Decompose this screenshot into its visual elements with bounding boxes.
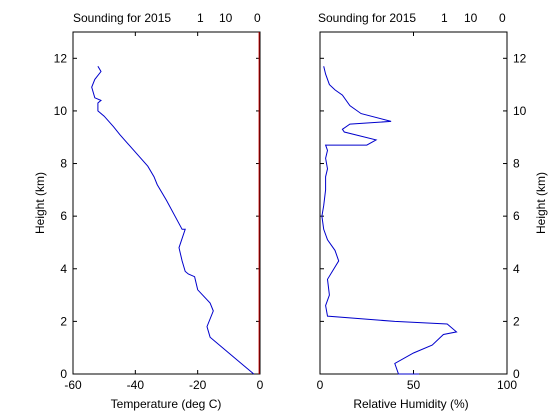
humidity-y-tick-label: 8 [513, 157, 520, 171]
temperature-y-tick-label: 6 [60, 209, 67, 223]
temperature-plot-frame [72, 31, 261, 375]
temperature-y-tick-label: 8 [60, 157, 67, 171]
humidity-panel: Sounding for 2015 1 10 0 Relative Humidi… [317, 11, 548, 411]
temperature-chart-title: Sounding for 2015 [73, 11, 171, 25]
temperature-x-tick-label: -40 [127, 378, 145, 392]
temperature-y-tick-label: 12 [54, 51, 68, 65]
humidity-y-axis-label: Height (km) [534, 172, 548, 234]
temperature-y-tick-label: 0 [60, 367, 67, 381]
humidity-y-tick-label: 2 [513, 314, 520, 328]
humidity-chart-title: Sounding for 2015 [318, 11, 416, 25]
humidity-y-tick-label: 0 [513, 367, 520, 381]
temperature-y-tick-label: 4 [60, 262, 67, 276]
humidity-series [321, 66, 458, 375]
humidity-y-tick-label: 6 [513, 209, 520, 223]
temperature-y-tick-label: 10 [54, 104, 68, 118]
temperature-series-line-0 [91, 65, 255, 375]
temperature-y-tick-label: 2 [60, 314, 67, 328]
temperature-x-tick-label: 0 [257, 378, 264, 392]
humidity-x-tick-label: 100 [497, 378, 517, 392]
humidity-series-line-0 [321, 66, 458, 375]
temperature-x-axis-label: Temperature (deg C) [111, 397, 222, 411]
humidity-title-extra-2: 10 [464, 11, 478, 25]
temperature-title-extra-2: 10 [219, 11, 233, 25]
humidity-y-tick-label: 10 [513, 104, 527, 118]
humidity-x-axis-label: Relative Humidity (%) [353, 397, 468, 411]
humidity-y-tick-label: 4 [513, 262, 520, 276]
temperature-series [91, 32, 260, 375]
temperature-y-axis-label: Height (km) [33, 172, 47, 234]
humidity-title-extra-1: 1 [441, 11, 448, 25]
temperature-x-tick-label: -20 [189, 378, 207, 392]
temperature-title-extra-3: 0 [254, 11, 261, 25]
humidity-title-extra-3: 0 [499, 11, 506, 25]
humidity-x-tick-label: 0 [317, 378, 324, 392]
temperature-panel: Sounding for 2015 1 10 0 Temperature (de… [33, 11, 264, 411]
humidity-x-tick-label: 50 [407, 378, 421, 392]
humidity-y-tick-label: 12 [513, 51, 527, 65]
temperature-x-tick-label: -60 [64, 378, 82, 392]
humidity-plot-frame [319, 31, 508, 375]
temperature-ticks: -60 -40 -20 0 0 2 4 6 8 10 12 [54, 32, 264, 392]
temperature-title-extra-1: 1 [197, 11, 204, 25]
